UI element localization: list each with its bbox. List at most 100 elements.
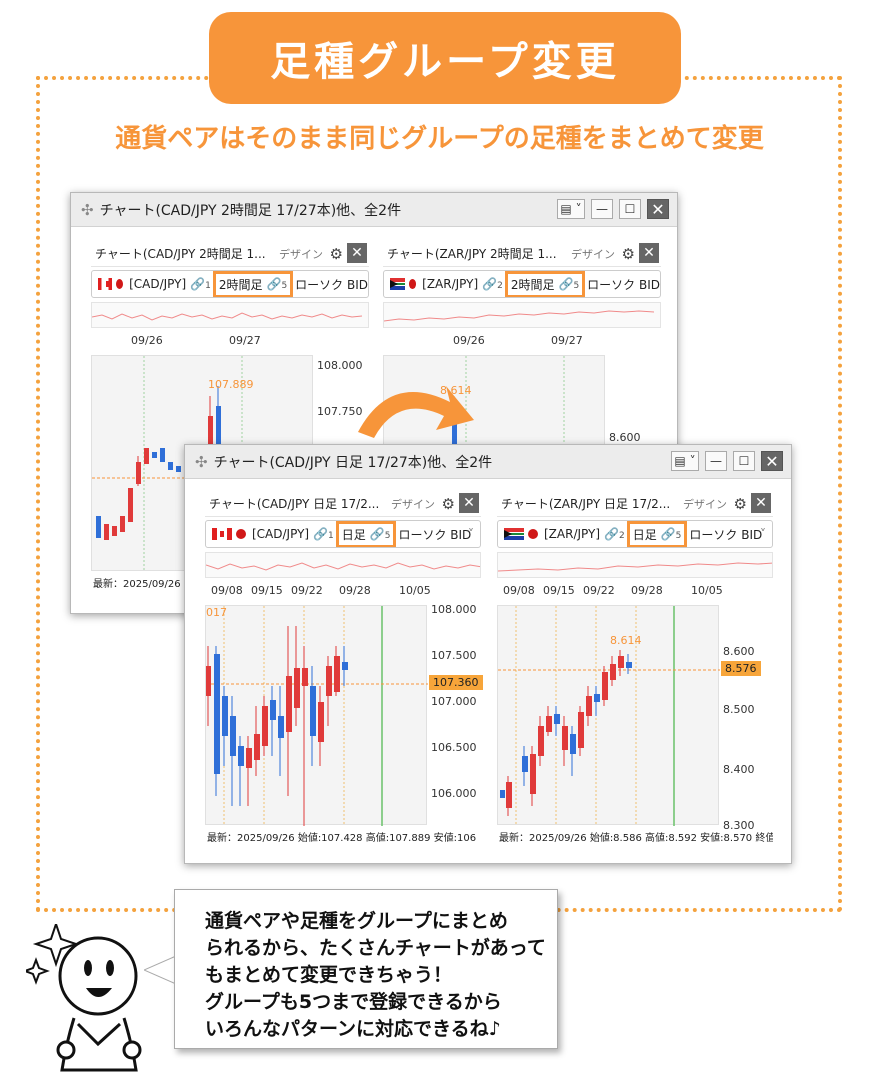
window-title: チャート(CAD/JPY 日足 17/27本)他、全2件 — [213, 454, 493, 471]
symbol-selector[interactable]: [CAD/JPY] 🔗1 日足 🔗5 ローソク BID ˅ — [205, 520, 481, 548]
link-icon[interactable]: 🔗1 — [190, 277, 211, 291]
speech-line: もまとめて変更できちゃう！ — [205, 964, 453, 986]
south-africa-flag-icon — [390, 278, 405, 290]
symbol-selector[interactable]: [CAD/JPY] 🔗1 2時間足 🔗5 ローソク BID — [91, 270, 369, 298]
mascot-character — [26, 924, 142, 1072]
gear-icon[interactable]: ⚙ — [621, 244, 635, 263]
current-price-tag: 107.360 — [429, 675, 483, 690]
close-icon[interactable]: ✕ — [761, 451, 783, 471]
candlestick-chart: 017 — [206, 606, 428, 826]
candlestick-chart: 8.614 — [498, 606, 720, 826]
group-link-icon[interactable]: 🔗5 — [660, 527, 682, 541]
design-link[interactable]: デザイン — [571, 247, 615, 261]
timeframe-label: 2時間足 — [510, 277, 555, 292]
timeframe-group-highlight[interactable]: 2時間足 🔗5 — [504, 271, 586, 297]
y-tick: 8.600 — [609, 431, 641, 444]
canada-flag-icon — [98, 278, 113, 290]
window-menu-icon[interactable]: ▤ ˅ — [671, 451, 699, 471]
timeframe-group-highlight[interactable]: 日足 🔗5 — [626, 521, 688, 547]
move-icon[interactable]: ✣ — [195, 452, 208, 471]
chart-type-label: ローソク BID — [587, 277, 660, 292]
link-icon[interactable]: 🔗2 — [604, 527, 625, 541]
close-icon[interactable]: ✕ — [347, 243, 367, 263]
link-icon[interactable]: 🔗1 — [313, 527, 334, 541]
close-icon[interactable]: ✕ — [647, 199, 669, 219]
close-icon[interactable]: ✕ — [459, 493, 479, 513]
japan-flag-icon — [116, 279, 124, 289]
window-titlebar[interactable]: ✣ チャート(CAD/JPY 日足 17/27本)他、全2件 ▤ ˅ — ☐ ✕ — [185, 445, 791, 479]
group-link-icon[interactable]: 🔗5 — [558, 277, 580, 291]
y-tick: 106.500 — [431, 741, 477, 754]
banner-title: 足種グループ変更 — [209, 12, 681, 104]
y-tick: 107.750 — [317, 405, 363, 418]
design-link[interactable]: デザイン — [391, 497, 435, 511]
maximize-icon[interactable]: ☐ — [733, 451, 755, 471]
banner-subtitle: 通貨ペアはそのまま同じグループの足種をまとめて変更 — [115, 124, 764, 154]
high-label: 107.889 — [208, 378, 254, 391]
window-menu-icon[interactable]: ▤ ˅ — [557, 199, 585, 219]
window-titlebar[interactable]: ✣ チャート(CAD/JPY 2時間足 17/27本)他、全2件 ▤ ˅ — ☐… — [71, 193, 677, 227]
japan-flag-icon — [236, 529, 246, 539]
pane-title: チャート(CAD/JPY 2時間足 1... — [95, 247, 266, 261]
price-plot[interactable]: 8.614 — [497, 605, 720, 826]
x-tick: 10/05 — [691, 584, 723, 597]
gear-icon[interactable]: ⚙ — [329, 244, 343, 263]
timeframe-label: 2時間足 — [218, 277, 263, 292]
design-link[interactable]: デザイン — [683, 497, 727, 511]
canada-flag-icon — [212, 528, 232, 540]
chart-type-label: ローソク BID — [398, 527, 472, 542]
price-plot[interactable]: 017 — [205, 605, 428, 826]
move-icon[interactable]: ✣ — [81, 200, 94, 219]
x-tick: 09/28 — [339, 584, 371, 597]
mini-overview[interactable] — [205, 552, 481, 578]
curved-arrow-icon — [358, 386, 474, 438]
y-tick: 107.000 — [431, 695, 477, 708]
close-icon[interactable]: ✕ — [639, 243, 659, 263]
y-tick: 8.300 — [723, 819, 755, 832]
timeframe-group-highlight[interactable]: 日足 🔗5 — [335, 521, 397, 547]
chart-type-label: ローソク BID — [689, 527, 763, 542]
y-tick: 8.500 — [723, 703, 755, 716]
y-tick: 8.600 — [723, 645, 755, 658]
mini-overview[interactable] — [91, 302, 369, 328]
japan-flag-icon — [408, 279, 417, 289]
pane-title: チャート(CAD/JPY 日足 17/2... — [209, 497, 380, 511]
window-title: チャート(CAD/JPY 2時間足 17/27本)他、全2件 — [99, 202, 402, 219]
x-tick: 10/05 — [399, 584, 431, 597]
speech-line: られるから、たくさんチャートがあって — [205, 937, 546, 959]
design-link[interactable]: デザイン — [279, 247, 323, 261]
status-bar: 最新：2025/09/26 — [93, 579, 181, 590]
group-link-icon[interactable]: 🔗5 — [266, 277, 288, 291]
speech-line: グループも5つまで登録できるから — [205, 991, 502, 1013]
minimize-icon[interactable]: — — [591, 199, 613, 219]
x-tick: 09/22 — [291, 584, 323, 597]
chevron-down-icon[interactable]: ˅ — [468, 527, 474, 541]
x-tick: 09/26 — [131, 334, 163, 347]
pane-title: チャート(ZAR/JPY 2時間足 1... — [387, 247, 557, 261]
gear-icon[interactable]: ⚙ — [733, 494, 747, 513]
close-icon[interactable]: ✕ — [751, 493, 771, 513]
x-tick: 09/28 — [631, 584, 663, 597]
gear-icon[interactable]: ⚙ — [441, 494, 455, 513]
chart-type-label: ローソク BID — [295, 277, 368, 292]
japan-flag-icon — [528, 529, 538, 539]
mini-overview[interactable] — [383, 302, 661, 328]
currency-pair: [ZAR/JPY] — [544, 527, 601, 541]
chart-pane-cad: チャート(CAD/JPY 日足 17/2... デザイン ⚙ ✕ [CAD/JP… — [205, 491, 483, 845]
mini-overview[interactable] — [497, 552, 773, 578]
symbol-selector[interactable]: [ZAR/JPY] 🔗2 日足 🔗5 ローソク BID ˅ — [497, 520, 773, 548]
maximize-icon[interactable]: ☐ — [619, 199, 641, 219]
x-tick: 09/15 — [543, 584, 575, 597]
timeframe-group-highlight[interactable]: 2時間足 🔗5 — [212, 271, 294, 297]
currency-pair: [CAD/JPY] — [129, 277, 187, 291]
symbol-selector[interactable]: [ZAR/JPY] 🔗2 2時間足 🔗5 ローソク BID — [383, 270, 661, 298]
timeframe-label: 日足 — [632, 527, 657, 542]
high-label: 8.614 — [440, 384, 472, 397]
chevron-down-icon[interactable]: ˅ — [760, 527, 766, 541]
group-link-icon[interactable]: 🔗5 — [369, 527, 391, 541]
minimize-icon[interactable]: — — [705, 451, 727, 471]
link-icon[interactable]: 🔗2 — [482, 277, 503, 291]
currency-pair: [CAD/JPY] — [252, 527, 310, 541]
x-tick: 09/15 — [251, 584, 283, 597]
status-bar: 最新：2025/09/26 始値:107.428 高値:107.889 安値:1… — [207, 833, 477, 844]
